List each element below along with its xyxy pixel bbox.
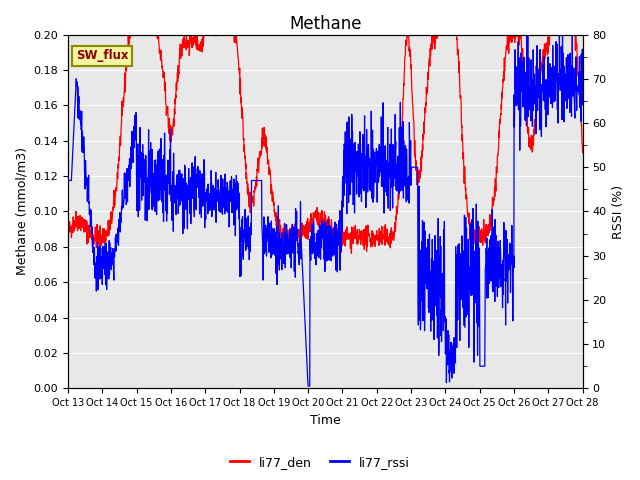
X-axis label: Time: Time bbox=[310, 414, 340, 427]
li77_rssi bbox=[305, 383, 312, 389]
Line: li77_rssi: li77_rssi bbox=[68, 35, 582, 386]
Y-axis label: RSSI (%): RSSI (%) bbox=[612, 184, 625, 239]
li77_den bbox=[315, 217, 323, 223]
li77_rssi bbox=[470, 272, 477, 278]
li77_den bbox=[579, 150, 586, 156]
li77_rssi bbox=[315, 246, 323, 252]
li77_rssi bbox=[301, 310, 308, 316]
li77_den bbox=[301, 223, 308, 229]
li77_den bbox=[90, 236, 98, 241]
li77_den bbox=[564, 32, 572, 37]
li77_den bbox=[348, 251, 355, 256]
li77_rssi bbox=[523, 32, 531, 37]
Y-axis label: Methane (mmol/m3): Methane (mmol/m3) bbox=[15, 147, 28, 276]
Line: li77_den: li77_den bbox=[68, 35, 582, 253]
Legend: li77_den, li77_rssi: li77_den, li77_rssi bbox=[225, 451, 415, 474]
li77_den bbox=[564, 32, 572, 37]
li77_rssi bbox=[579, 89, 586, 95]
li77_den bbox=[470, 241, 477, 247]
li77_rssi bbox=[90, 245, 98, 251]
li77_rssi bbox=[564, 52, 572, 58]
Text: SW_flux: SW_flux bbox=[76, 49, 128, 62]
li77_rssi bbox=[64, 178, 72, 183]
Title: Methane: Methane bbox=[289, 15, 362, 33]
li77_den bbox=[125, 32, 133, 37]
li77_rssi bbox=[564, 80, 572, 86]
li77_den bbox=[64, 227, 72, 232]
